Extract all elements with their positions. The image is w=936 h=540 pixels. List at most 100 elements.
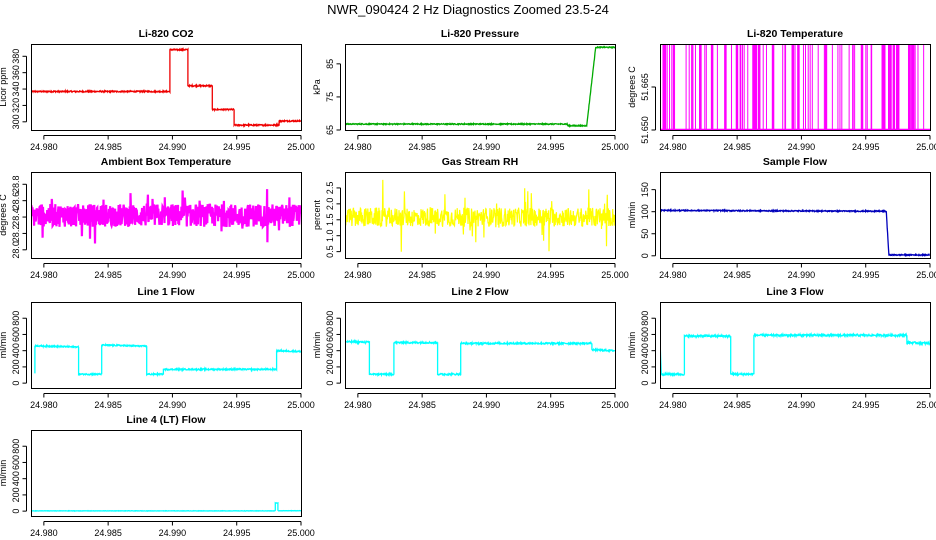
y-tick-label: 0.5: [325, 245, 335, 258]
x-tick-label: 24.980: [659, 142, 687, 152]
panel-co2: Li-820 CO2 24.980 24.985 24.990 24.995 25.000…: [0, 28, 315, 152]
series-group: [660, 44, 930, 130]
y-tick-label: 400: [11, 471, 21, 486]
y-tick-label: 320: [11, 98, 21, 113]
x-tick-label: 24.995: [537, 400, 565, 410]
x-tick-label: 24.995: [223, 528, 251, 538]
y-tick-label: 300: [11, 114, 21, 129]
y-tick-label: 380: [11, 49, 21, 64]
series-group: [345, 338, 615, 378]
y-tick-label: 28.4: [11, 208, 21, 226]
x-tick-label: 24.990: [473, 270, 501, 280]
y-tick-label: 340: [11, 82, 21, 97]
x-tick-label: 24.980: [344, 400, 372, 410]
panel-title: Line 3 Flow: [766, 286, 824, 298]
x-tick-label: 24.990: [159, 142, 187, 152]
y-tick-label: 800: [325, 311, 335, 326]
x-tick-label: 24.985: [94, 142, 122, 152]
y-axis-label: ml/min: [0, 460, 8, 487]
y-tick-label: 0: [11, 381, 21, 386]
panel-title: Line 4 (LT) Flow: [126, 414, 206, 426]
y-tick-label: 600: [640, 327, 650, 342]
series-group: [31, 189, 301, 244]
x-tick-label: 24.995: [852, 142, 880, 152]
x-tick-label: 24.995: [223, 400, 251, 410]
y-tick-label: 51.650: [640, 116, 650, 144]
x-tick-label: 25.000: [916, 270, 936, 280]
y-tick-label: 200: [640, 359, 650, 374]
panel-title: Li-820 CO2: [139, 28, 194, 40]
panel-line4: Line 4 (LT) Flow 24.980 24.985 24.990 24.995…: [0, 414, 315, 538]
y-tick-label: 150: [640, 182, 650, 197]
x-tick-label: 25.000: [916, 142, 936, 152]
x-axis: 24.980 24.985 24.990 24.995 25.000: [659, 263, 936, 280]
x-tick-label: 24.985: [408, 142, 436, 152]
y-axis-label: ml/min: [312, 332, 322, 359]
y-axis-label: kPa: [312, 79, 322, 95]
x-axis: 24.980 24.985 24.990 24.995 25.000: [30, 393, 315, 410]
x-tick-label: 24.995: [537, 270, 565, 280]
x-tick-label: 25.000: [601, 270, 629, 280]
x-tick-label: 24.995: [537, 142, 565, 152]
panel-title: Line 1 Flow: [137, 286, 195, 298]
y-axis-label: Licor ppm: [0, 67, 8, 107]
x-axis: 24.980 24.985 24.990 24.995 25.000: [659, 135, 936, 152]
y-tick-label: 400: [11, 343, 21, 358]
y-tick-label: 360: [11, 65, 21, 80]
y-tick-label: 400: [325, 343, 335, 358]
x-tick-label: 24.990: [473, 400, 501, 410]
y-tick-label: 85: [325, 59, 335, 69]
y-tick-label: 28.2: [11, 225, 21, 243]
x-tick-label: 24.985: [723, 270, 751, 280]
x-tick-label: 24.980: [659, 270, 687, 280]
series-line-line-4: [31, 501, 301, 512]
y-axis-label: ml/min: [627, 202, 637, 229]
x-tick-label: 24.990: [159, 528, 187, 538]
x-tick-label: 24.985: [94, 528, 122, 538]
y-tick-label: 75: [325, 92, 335, 102]
panel-line2: Line 2 Flow 24.980 24.985 24.990 24.995 25.00…: [312, 286, 629, 410]
x-tick-label: 25.000: [916, 400, 936, 410]
x-tick-label: 24.990: [159, 400, 187, 410]
x-tick-label: 24.985: [94, 270, 122, 280]
y-tick-label: 600: [11, 455, 21, 470]
y-tick-label: 0: [640, 381, 650, 386]
x-tick-label: 24.990: [788, 270, 816, 280]
x-tick-label: 24.985: [408, 270, 436, 280]
x-tick-label: 24.985: [723, 400, 751, 410]
x-tick-label: 24.995: [223, 270, 251, 280]
x-tick-label: 24.990: [159, 270, 187, 280]
series-group: [345, 45, 615, 128]
series-group: [660, 207, 930, 258]
y-tick-label: 0: [640, 253, 650, 258]
y-tick-label: 800: [640, 311, 650, 326]
x-tick-label: 24.990: [788, 142, 816, 152]
y-tick-label: 28.8: [11, 176, 21, 194]
y-tick-label: 1.0: [325, 229, 335, 242]
panel-rh: Gas Stream RH 24.980 24.985 24.990 24.995 25.…: [312, 156, 629, 280]
x-tick-label: 24.980: [344, 270, 372, 280]
panel-title: Li-820 Temperature: [747, 28, 843, 40]
y-tick-label: 51.665: [640, 73, 650, 101]
panel-line1: Line 1 Flow 24.980 24.985 24.990 24.995 25.00…: [0, 286, 315, 410]
panel-title: Ambient Box Temperature: [101, 156, 232, 168]
x-tick-label: 24.990: [788, 400, 816, 410]
series-line-line-2: [345, 338, 615, 378]
y-axis-label: degrees C: [627, 66, 637, 108]
plot-frame: [345, 302, 616, 389]
x-tick-label: 24.990: [473, 142, 501, 152]
x-tick-label: 24.995: [852, 270, 880, 280]
x-tick-label: 25.000: [287, 142, 315, 152]
y-tick-label: 28.6: [11, 192, 21, 210]
y-tick-label: 2.0: [325, 198, 335, 211]
y-axis-label: ml/min: [0, 332, 8, 359]
y-tick-label: 1.5: [325, 214, 335, 227]
series-group: [660, 331, 930, 378]
x-tick-label: 24.980: [30, 400, 58, 410]
